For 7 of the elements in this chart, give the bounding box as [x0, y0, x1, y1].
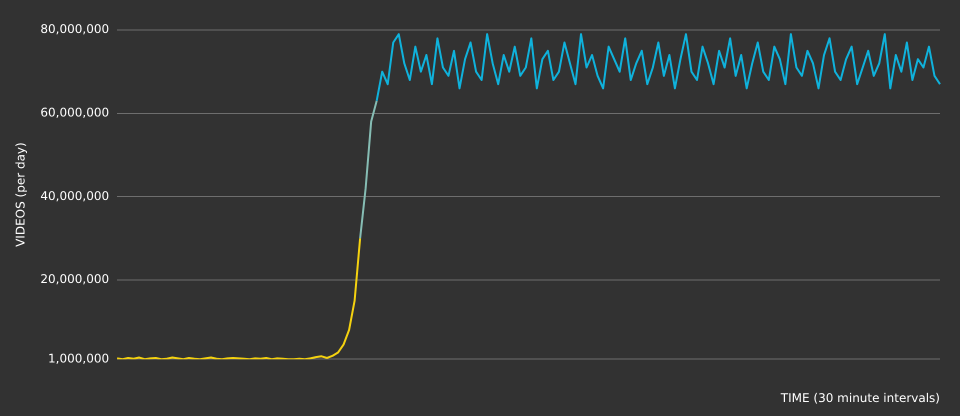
- y-axis-title: VIDEOS (per day): [13, 142, 28, 247]
- y-tick-label: 40,000,000: [40, 188, 110, 203]
- x-axis-title: TIME (30 minute intervals): [780, 390, 940, 405]
- y-tick-label: 1,000,000: [48, 351, 110, 366]
- y-tick-label: 20,000,000: [40, 272, 110, 286]
- y-tick-label: 80,000,000: [40, 22, 110, 36]
- y-tick-label: 60,000,000: [40, 105, 110, 120]
